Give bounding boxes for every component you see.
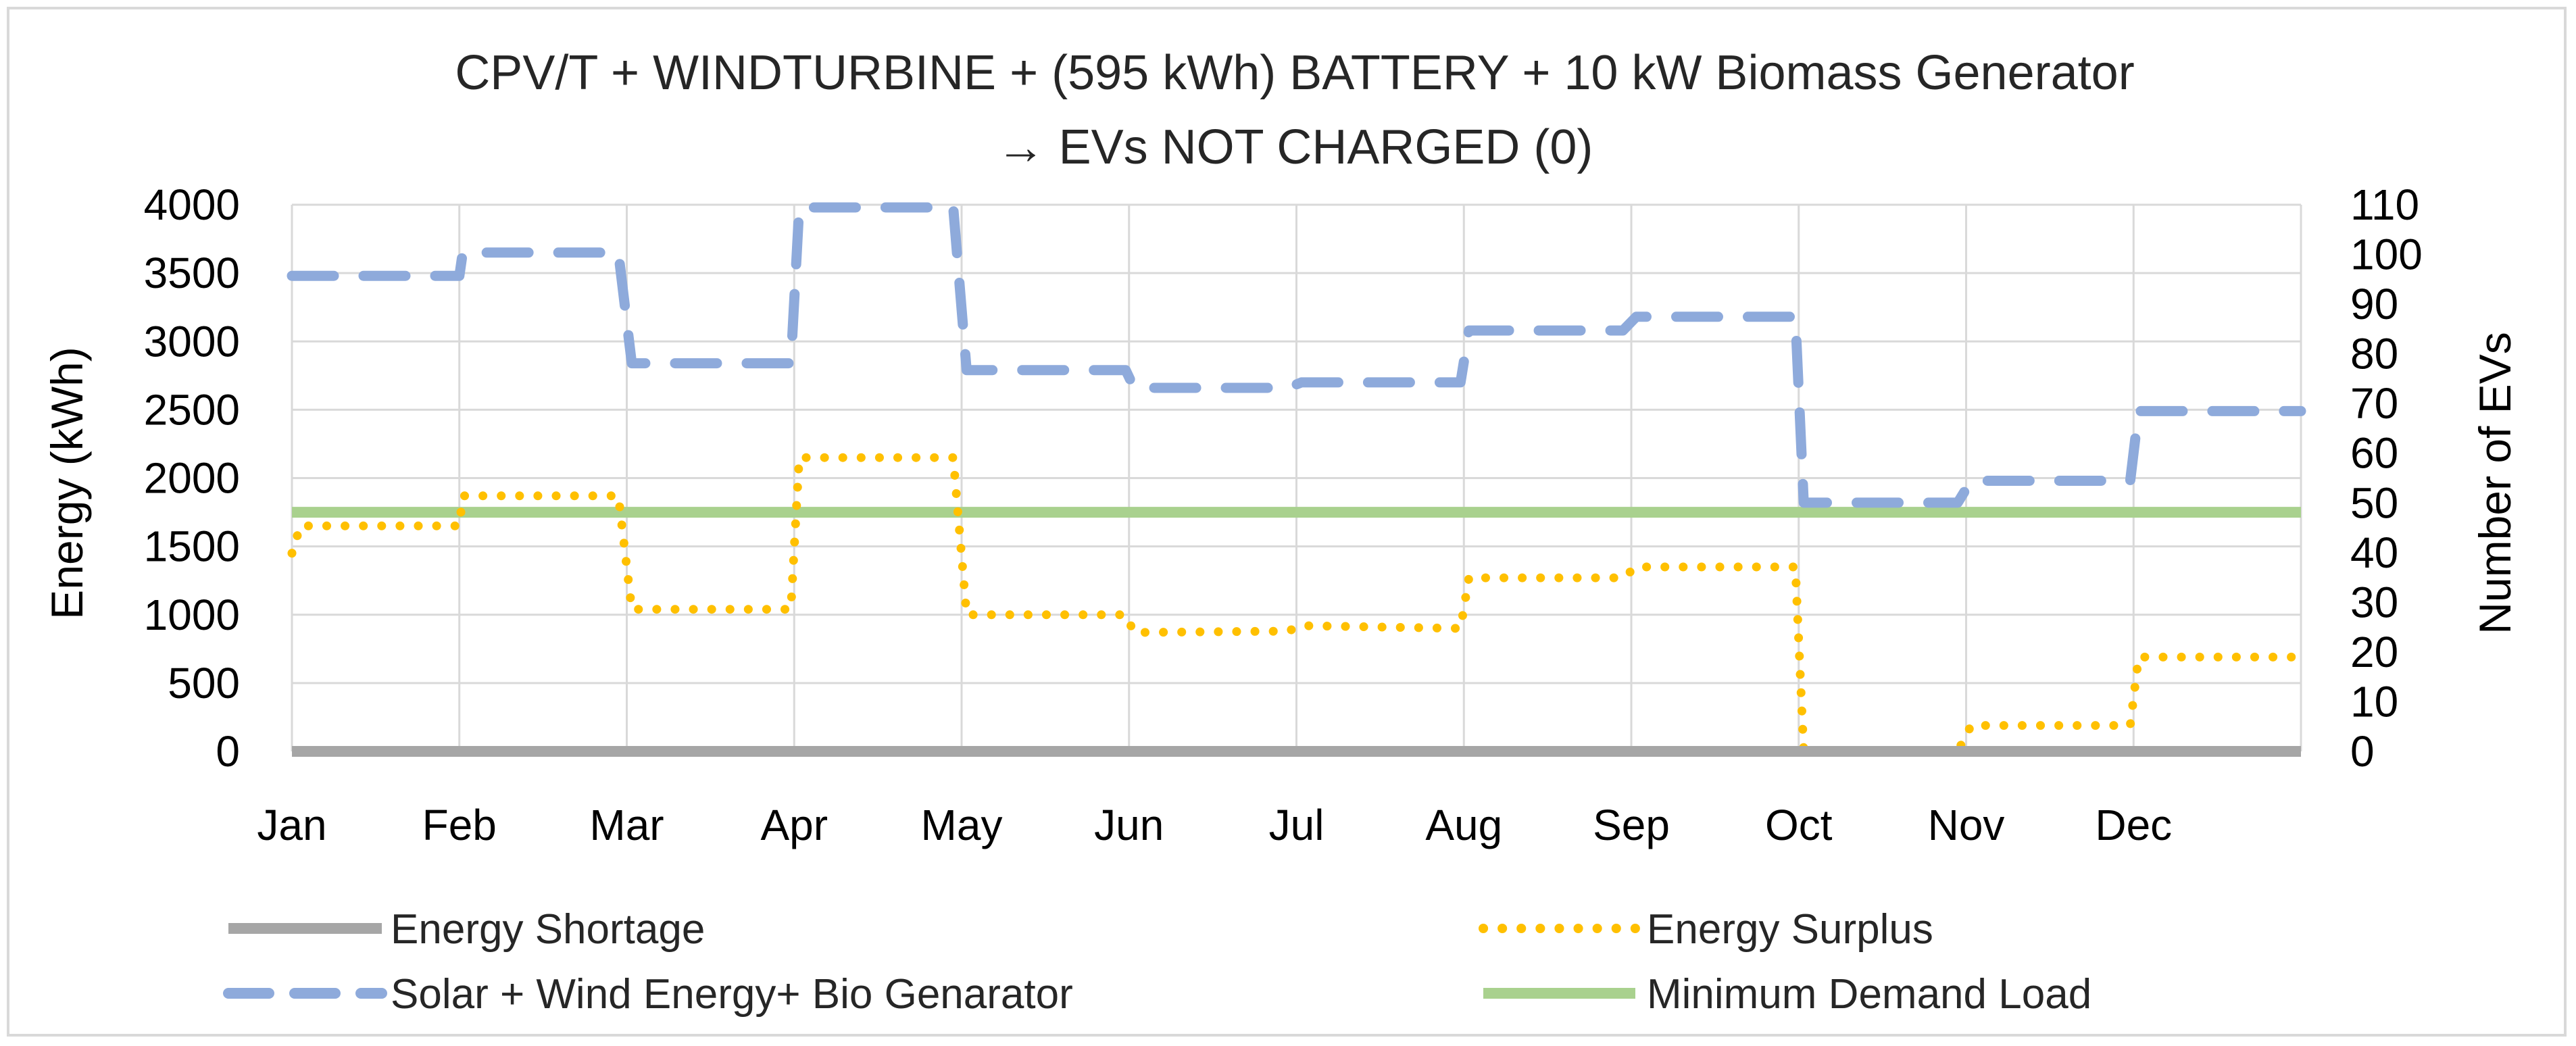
x-tick-label-feb: Feb <box>422 801 497 849</box>
y2-tick-label: 20 <box>2350 628 2398 676</box>
y-tick-label: 500 <box>168 659 240 707</box>
x-tick-label-aug: Aug <box>1425 801 1502 849</box>
legend-label-minimum-demand: Minimum Demand Load <box>1647 971 2091 1018</box>
x-tick-label-apr: Apr <box>760 801 828 849</box>
legend-label-solar-wind-bio: Solar + Wind Energy+ Bio Genarator <box>391 971 1073 1018</box>
y2-tick-label: 50 <box>2350 478 2398 527</box>
y-tick-label: 4000 <box>144 180 240 229</box>
legend-label-energy-surplus: Energy Surplus <box>1647 906 1933 953</box>
chart-title-line-2: → EVs NOT CHARGED (0) <box>997 120 1593 174</box>
y2-tick-label: 80 <box>2350 330 2398 378</box>
y-tick-label: 3500 <box>144 249 240 297</box>
y2-tick-label: 0 <box>2350 727 2375 776</box>
series-line-energy-surplus <box>287 453 2306 756</box>
x-tick-label-sep: Sep <box>1593 801 1670 849</box>
y-tick-label: 1500 <box>144 522 240 571</box>
chart-title-line-1: CPV/T + WINDTURBINE + (595 kWh) BATTERY … <box>455 46 2134 100</box>
secondary-y-axis-label: Number of EVs <box>2470 332 2520 634</box>
y-tick-label: 3000 <box>144 317 240 366</box>
y2-tick-label: 30 <box>2350 578 2398 626</box>
chart-frame <box>7 7 2567 1037</box>
y-axis-tick-labels: 0 500 1000 1500 2000 2500 3000 3500 4000 <box>144 180 240 776</box>
y-tick-label: 1000 <box>144 591 240 639</box>
x-tick-label-may: May <box>921 801 1003 849</box>
y-tick-label: 2000 <box>144 454 240 503</box>
y2-tick-label: 70 <box>2350 379 2398 428</box>
legend-label-energy-shortage: Energy Shortage <box>391 906 705 953</box>
legend: Energy Shortage Energy Surplus Solar + W… <box>223 906 2091 1018</box>
x-tick-label-jan: Jan <box>257 801 326 849</box>
x-tick-label-oct: Oct <box>1765 801 1833 849</box>
y2-tick-label: 110 <box>2350 180 2419 229</box>
y2-tick-label: 60 <box>2350 429 2398 478</box>
y2-tick-label: 10 <box>2350 677 2398 726</box>
x-axis-tick-labels: Jan Feb Mar Apr May Jun Jul Aug Sep Oct Nov Dec <box>257 801 2172 849</box>
y-tick-label: 0 <box>216 727 240 776</box>
y-axis-label: Energy (kWh) <box>42 347 92 619</box>
x-tick-label-dec: Dec <box>2095 801 2172 849</box>
y2-tick-label: 40 <box>2350 528 2398 577</box>
series-line-solar-wind-energy-bio-genarator <box>287 202 2306 508</box>
x-tick-label-mar: Mar <box>589 801 664 849</box>
x-tick-label-jul: Jul <box>1269 801 1324 849</box>
x-tick-label-jun: Jun <box>1094 801 1164 849</box>
y-tick-label: 2500 <box>144 385 240 434</box>
y2-tick-label: 100 <box>2350 230 2423 279</box>
plot-series <box>287 202 2306 757</box>
x-tick-label-nov: Nov <box>1928 801 2005 849</box>
y2-tick-label: 90 <box>2350 280 2398 328</box>
